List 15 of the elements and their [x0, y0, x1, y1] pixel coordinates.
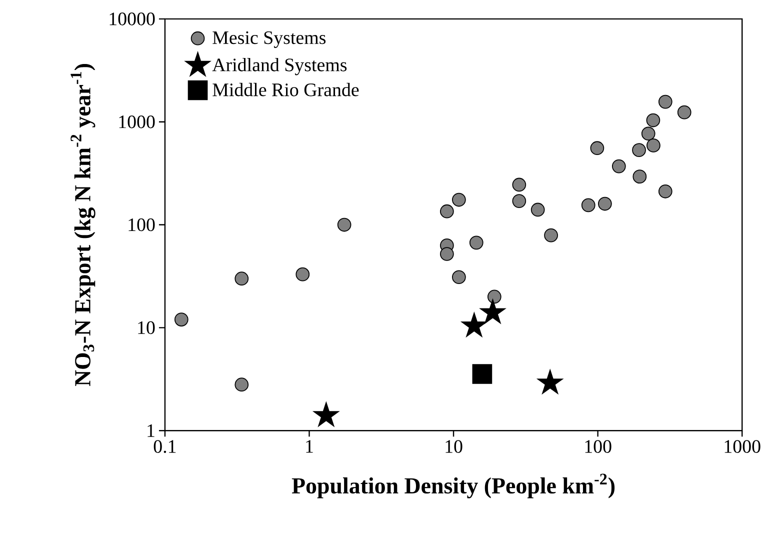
legend-label: Mesic Systems [212, 31, 326, 48]
y-tick-label: 10000 [110, 12, 155, 26]
x-tick-label: 1000 [724, 440, 760, 453]
x-tick-label: 100 [585, 440, 612, 453]
y-tick-label: 1000 [119, 115, 155, 128]
y-axis-title: NO$_{3}$-N Export (kg N km$^{-2}$ year$^{-1}$) [70, 64, 96, 386]
x-axis-title: Population Density (People km$^{-2}$) [292, 474, 615, 498]
y-tick-label: 100 [128, 218, 155, 232]
x-tick-label: 1 [306, 440, 313, 452]
y-tick-label: 10 [138, 321, 155, 334]
legend-label: Middle Rio Grande [212, 82, 359, 96]
legend-label: Aridland Systems [212, 58, 347, 76]
x-tick-label: 10 [446, 440, 462, 453]
x-tick-label: 0.1 [154, 440, 176, 453]
y-tick-label: 1 [148, 424, 154, 437]
